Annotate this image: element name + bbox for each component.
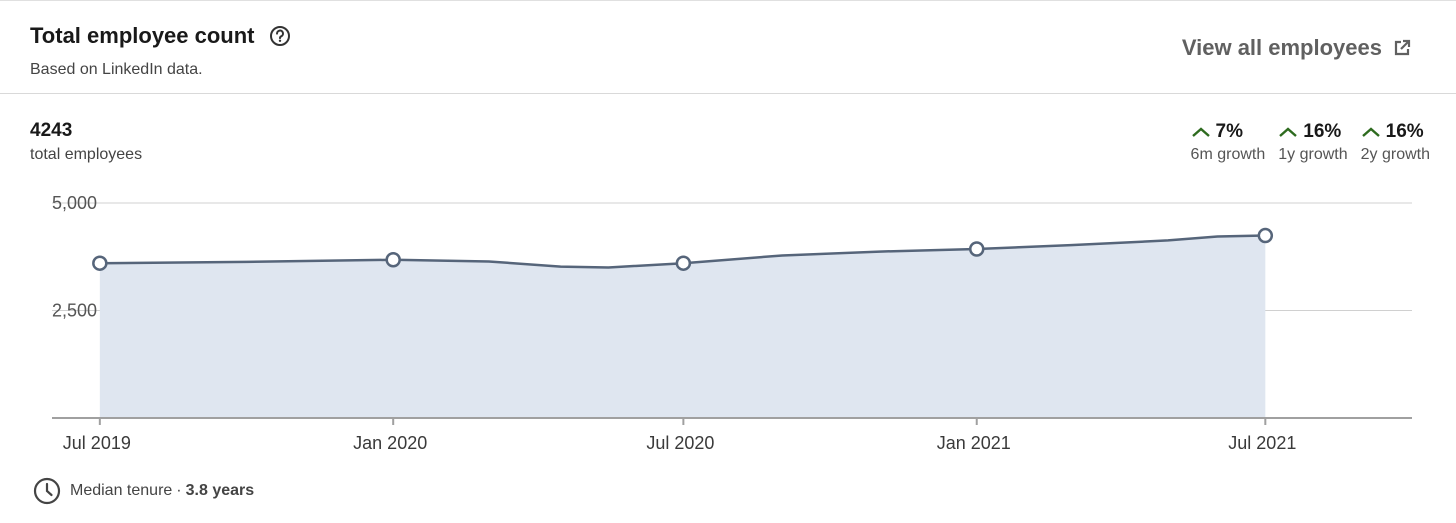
growth-value: 7% (1215, 121, 1244, 142)
view-all-employees-link[interactable]: View all employees (1182, 35, 1412, 61)
median-tenure: Median tenure · 3.8 years (32, 476, 254, 506)
x-tick-label: Jul 2019 (63, 433, 131, 453)
x-tick-label: Jul 2021 (1228, 433, 1296, 453)
area-fill (99, 235, 1266, 418)
growth-label: 1y growth (1278, 146, 1348, 163)
growth-value: 16% (1385, 121, 1424, 142)
employee-count-chart: 2,500 5,000 Jul 2019 Jan 2020 Jul 2020 Jan 20… (52, 193, 1412, 453)
chevron-up-icon (1278, 126, 1298, 138)
data-point (968, 241, 985, 257)
growth-1y: 16% 1y growth (1278, 120, 1347, 164)
help-circle-icon[interactable] (269, 25, 291, 47)
total-employee-label: total employees (30, 146, 143, 163)
y-tick-label: 2,500 (52, 301, 97, 321)
card-subtitle: Based on LinkedIn data. (30, 61, 203, 78)
growth-value: 16% (1303, 121, 1342, 142)
card-header: Total employee count Based on LinkedIn d… (0, 1, 1456, 94)
tenure-label: Median tenure (70, 482, 173, 499)
tenure-value: 3.8 years (185, 482, 255, 499)
growth-2y: 16% 2y growth (1361, 120, 1430, 164)
data-point (675, 255, 692, 271)
y-tick-label: 5,000 (52, 193, 97, 213)
growth-6m: 7% 6m growth (1191, 120, 1266, 164)
total-employee-value: 4243 (30, 120, 73, 141)
tenure-separator: · (176, 482, 182, 499)
growth-label: 6m growth (1190, 146, 1266, 163)
chevron-up-icon (1361, 126, 1381, 138)
series-line (99, 234, 1266, 269)
view-all-label[interactable]: View all employees (1181, 35, 1382, 60)
data-point (385, 252, 401, 268)
x-tick-label: Jan 2021 (937, 433, 1011, 453)
chevron-up-icon (1191, 126, 1211, 138)
clock-icon (32, 476, 62, 506)
card-title: Total employee count (30, 23, 255, 48)
x-tick-label: Jul 2020 (646, 433, 714, 453)
x-tick-label: Jan 2020 (353, 433, 427, 453)
data-point (92, 255, 108, 271)
growth-stats: 7% 6m growth 16% 1y growth 16% 2y growth (1178, 120, 1430, 164)
title-row: Total employee count (30, 23, 291, 49)
growth-label: 2y growth (1360, 146, 1430, 163)
data-point (1257, 227, 1274, 244)
external-link-icon[interactable] (1392, 38, 1412, 58)
